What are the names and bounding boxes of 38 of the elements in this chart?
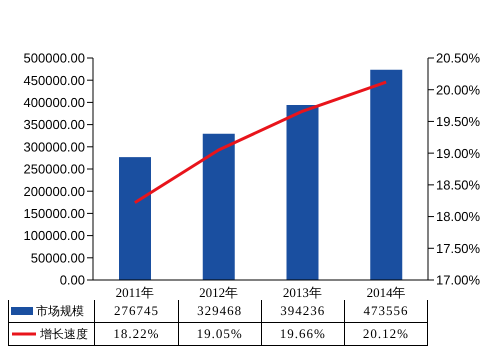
y2-tick-label: 18.50% (436, 177, 481, 192)
y-tick-label: 0.00 (60, 272, 85, 288)
data-label: 19.66% (262, 323, 345, 345)
y2-tick-label: 20.50% (436, 50, 481, 66)
bar (119, 157, 151, 280)
y-tick-label: 500000.00 (24, 50, 85, 66)
y-tick-label: 200000.00 (24, 184, 85, 199)
data-label: 20.12% (344, 323, 428, 345)
line-series (133, 80, 388, 204)
data-label: 18.22% (95, 323, 179, 345)
data-label: 329468 (178, 300, 262, 322)
y2-tick-label: 19.00% (436, 146, 481, 161)
legend-label: 市场规模 (36, 302, 84, 320)
y-tick-label: 350000.00 (24, 117, 85, 132)
y-tick-label: 450000.00 (24, 72, 85, 88)
y2-tick-label: 19.50% (436, 114, 481, 130)
data-label: 276745 (95, 300, 179, 322)
y-tick-label: 100000.00 (24, 228, 85, 244)
x-tick-label: 2014年 (366, 285, 406, 300)
y-tick-label: 150000.00 (24, 206, 85, 222)
x-tick-label: 2013年 (282, 285, 322, 300)
data-label: 473556 (344, 300, 428, 322)
y2-tick-label: 20.00% (436, 82, 481, 98)
data-label: 394236 (262, 300, 345, 322)
y-tick-label: 50000.00 (30, 250, 85, 266)
y-tick-label: 300000.00 (24, 139, 85, 154)
y-tick-label: 400000.00 (24, 95, 85, 110)
bar (286, 104, 318, 280)
y2-tick-label: 17.00% (436, 272, 481, 288)
y2-tick-label: 18.00% (436, 209, 481, 224)
legend-label: 增长速度 (40, 326, 88, 342)
y2-tick-label: 17.50% (436, 240, 481, 256)
x-tick-label: 2011年 (116, 285, 154, 300)
data-label: 19.05% (178, 323, 262, 345)
x-tick-label: 2012年 (199, 285, 238, 300)
bar (370, 70, 402, 280)
bar (202, 134, 235, 280)
y-tick-label: 250000.00 (24, 162, 85, 177)
